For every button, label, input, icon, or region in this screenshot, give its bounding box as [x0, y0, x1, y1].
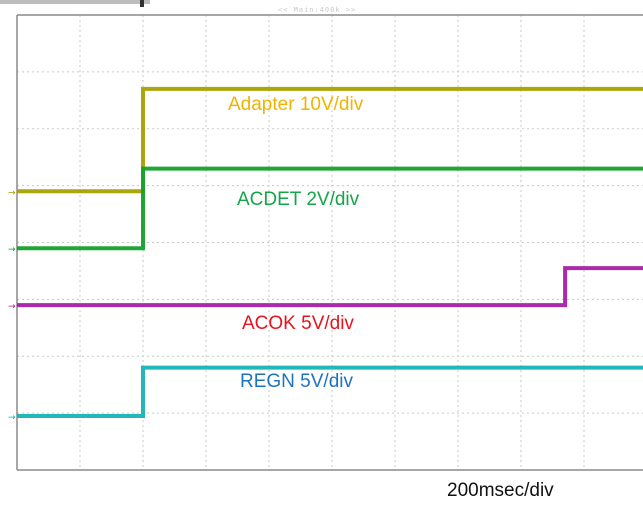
acdet-trace-label: ACDET 2V/div: [237, 189, 360, 210]
channel-marker-acdet: →: [8, 245, 16, 255]
scope-top-bar: [0, 0, 150, 4]
trigger-marker: [140, 0, 144, 7]
timebase-label: 200msec/div: [447, 480, 554, 501]
grid: [17, 15, 643, 470]
trace-regn: [17, 365, 643, 418]
adapter-trace-label: Adapter 10V/div: [228, 94, 364, 115]
trace-group: [17, 86, 643, 418]
channel-markers: → → → →: [8, 188, 16, 423]
acok-trace-label: ACOK 5V/div: [242, 313, 354, 334]
scope-header-readout: << Main:400k >>: [278, 6, 357, 14]
regn-trace-label: REGN 5V/div: [240, 371, 353, 392]
channel-marker-regn: →: [8, 413, 16, 423]
channel-marker-acok: →: [8, 302, 16, 312]
plot-frame: [0, 0, 643, 471]
trace-adapter: [17, 86, 643, 194]
trace-acdet: [17, 166, 643, 251]
trace-acok: [17, 266, 643, 308]
channel-marker-adapter: →: [8, 188, 16, 198]
